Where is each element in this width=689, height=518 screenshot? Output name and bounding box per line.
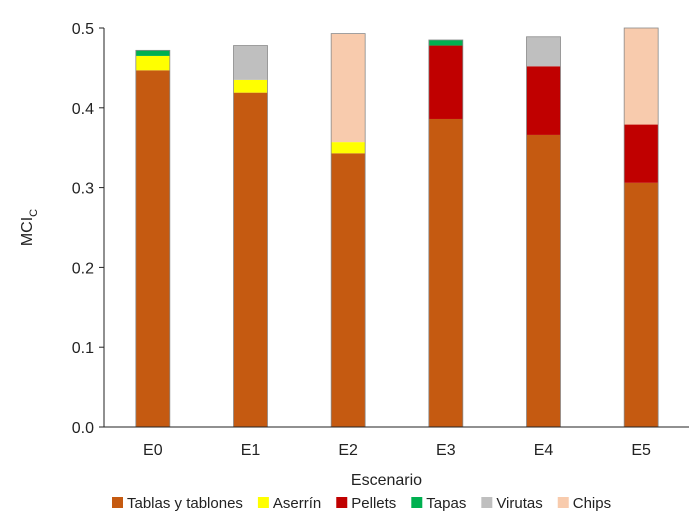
y-tick-label: 0.0: [72, 420, 94, 437]
bar-segment: [624, 182, 659, 427]
bar-segment: [624, 124, 659, 183]
legend-swatch: [557, 497, 569, 508]
bar-segment: [233, 79, 268, 93]
legend: Tablas y tablones Aserrín Pellets Tapas Viru…: [112, 495, 611, 512]
legend-label: Virutas: [496, 495, 542, 512]
bar-segment: [428, 118, 463, 428]
x-ticks: E0 E1 E2 E3 E4 E5: [143, 442, 651, 459]
legend-label: Aserrín: [273, 495, 321, 512]
y-tick-label: 0.1: [72, 340, 94, 357]
bar-segment: [526, 66, 561, 135]
legend-label: Chips: [573, 495, 611, 512]
x-tick-label: E1: [241, 442, 261, 459]
legend-label: Tapas: [426, 495, 466, 512]
y-tick-label: 0.2: [72, 260, 94, 277]
bars-layer: [135, 27, 659, 428]
bar-segment: [526, 36, 561, 67]
bar-segment: [526, 134, 561, 427]
y-axis-title: MCIC: [19, 209, 40, 246]
bar-segment: [233, 92, 268, 427]
axes-layer: [103, 28, 689, 428]
legend-swatch: [257, 497, 269, 508]
bar-segment: [331, 153, 366, 427]
y-axis-title-main: MCI: [19, 217, 36, 246]
x-tick-label: E3: [436, 442, 456, 459]
bar-segment: [331, 33, 366, 143]
legend-swatch: [112, 497, 123, 508]
y-ticks: 0.0 0.1 0.2 0.3 0.4 0.5: [72, 21, 104, 437]
bar-segment: [135, 50, 170, 56]
x-tick-label: E4: [534, 442, 554, 459]
y-tick-label: 0.3: [72, 181, 94, 198]
bar-segment: [135, 55, 170, 71]
x-tick-label: E2: [338, 442, 358, 459]
legend-swatch: [336, 497, 348, 508]
bar-segment: [135, 70, 170, 427]
y-tick-label: 0.4: [72, 101, 94, 118]
legend-swatch: [481, 497, 493, 508]
x-axis-title: Escenario: [351, 472, 422, 489]
legend-swatch: [411, 497, 423, 508]
bar-segment: [624, 28, 659, 125]
y-axis-title-subscript: C: [28, 209, 40, 217]
y-tick-label: 0.5: [72, 21, 94, 38]
legend-label: Pellets: [351, 495, 396, 512]
legend-label: Tablas y tablones: [127, 495, 243, 512]
x-tick-label: E0: [143, 442, 163, 459]
bar-segment: [428, 39, 463, 46]
bar-segment: [233, 45, 268, 80]
bar-segment: [331, 142, 366, 154]
bar-segment: [428, 45, 463, 119]
x-tick-label: E5: [631, 442, 651, 459]
